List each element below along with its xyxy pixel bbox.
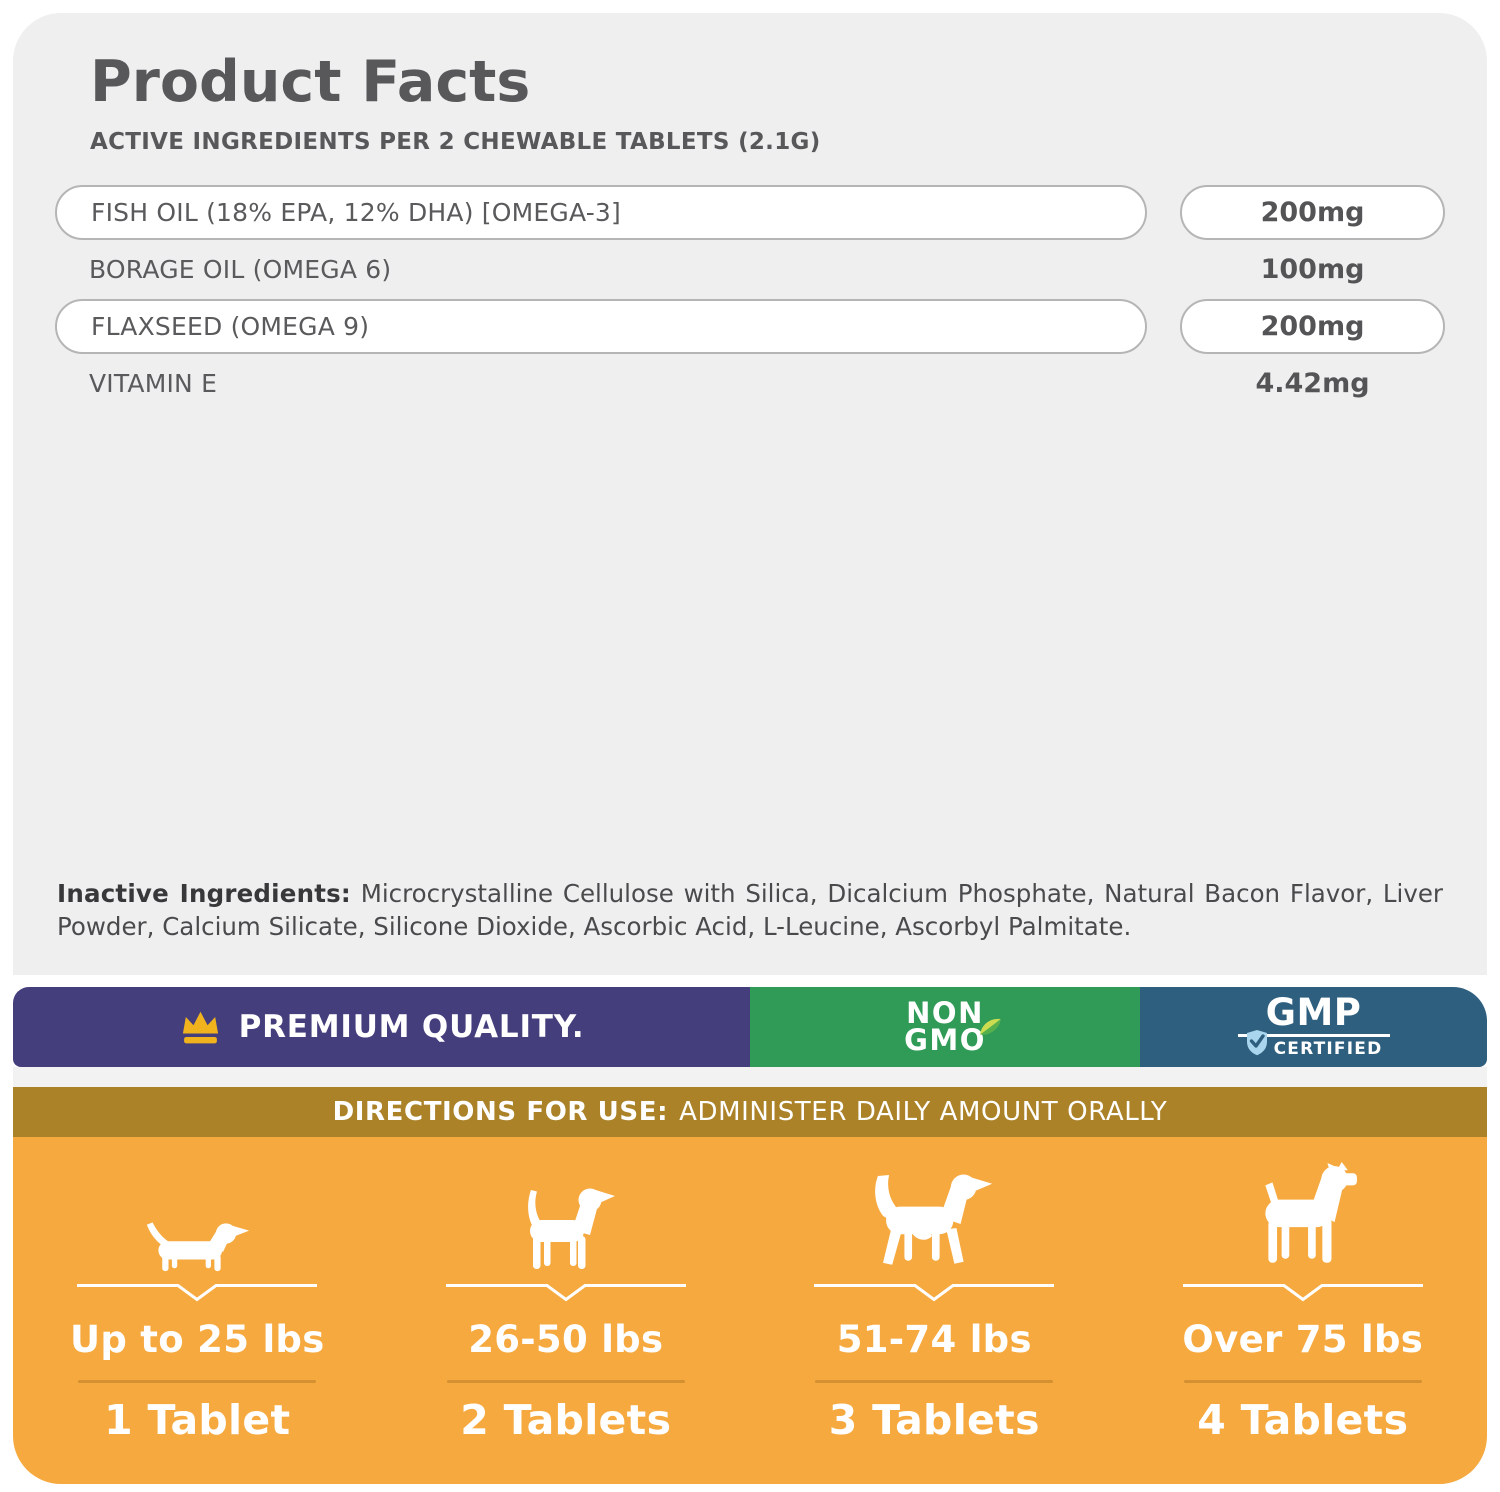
non-gmo-badge: NON GMO bbox=[750, 987, 1140, 1067]
ingredient-amount: 200mg bbox=[1180, 299, 1445, 354]
non-gmo-line2: GMO bbox=[904, 1023, 986, 1057]
inactive-ingredients-label: Inactive Ingredients: bbox=[57, 879, 351, 909]
chevron-line bbox=[445, 1284, 686, 1302]
gmp-certified-label: CERTIFIED bbox=[1273, 1039, 1383, 1059]
weight-label: Over 75 lbs bbox=[1182, 1318, 1424, 1361]
dachshund-icon bbox=[143, 1163, 251, 1275]
non-gmo-line2-wrap: GMO bbox=[904, 1018, 1001, 1057]
dosage-column: Over 75 lbs 4 Tablets bbox=[1119, 1162, 1488, 1484]
premium-quality-badge: PREMIUM QUALITY. bbox=[13, 987, 750, 1067]
directions-text: ADMINISTER DAILY AMOUNT ORALLY bbox=[679, 1097, 1168, 1127]
panel-badges-gap bbox=[13, 975, 1487, 987]
dosage-column: 51-74 lbs 3 Tablets bbox=[750, 1163, 1119, 1484]
ingredient-name: FISH OIL (18% EPA, 12% DHA) [OMEGA-3] bbox=[55, 185, 1147, 240]
gmp-certified-row: CERTIFIED bbox=[1245, 1030, 1383, 1060]
chevron-line bbox=[1182, 1284, 1423, 1302]
dose-label: 1 Tablet bbox=[104, 1396, 291, 1444]
dosage-column: 26-50 lbs 2 Tablets bbox=[382, 1163, 751, 1484]
directions-label: DIRECTIONS FOR USE: bbox=[332, 1097, 669, 1127]
column-divider bbox=[1183, 1380, 1422, 1383]
dose-label: 2 Tablets bbox=[460, 1396, 672, 1444]
ingredient-name: VITAMIN E bbox=[89, 369, 218, 398]
ingredient-row: VITAMIN E 4.42mg bbox=[55, 356, 1445, 411]
beagle-icon bbox=[516, 1163, 616, 1275]
ingredient-row: BORAGE OIL (OMEGA 6) 100mg bbox=[55, 242, 1445, 297]
gmp-badge: GMP CERTIFIED bbox=[1140, 987, 1487, 1067]
column-divider bbox=[815, 1380, 1054, 1383]
boxer-icon bbox=[1247, 1162, 1359, 1275]
page-title: Product Facts bbox=[90, 49, 531, 115]
dose-label: 3 Tablets bbox=[828, 1396, 1040, 1444]
premium-quality-label: PREMIUM QUALITY. bbox=[238, 1009, 585, 1045]
ingredient-name: BORAGE OIL (OMEGA 6) bbox=[89, 255, 392, 284]
weight-label: 51-74 lbs bbox=[836, 1318, 1032, 1361]
leaf-icon bbox=[979, 1018, 1001, 1035]
inactive-ingredients-text: Microcrystalline Cellulose with Silica, … bbox=[57, 879, 1443, 941]
label-card: Product Facts ACTIVE INGREDIENTS PER 2 C… bbox=[13, 13, 1487, 1484]
ingredient-amount: 4.42mg bbox=[1255, 368, 1370, 399]
ingredient-amount: 100mg bbox=[1260, 254, 1365, 285]
shield-check-icon bbox=[1245, 1029, 1269, 1060]
directions-bar: DIRECTIONS FOR USE: ADMINISTER DAILY AMO… bbox=[13, 1087, 1487, 1137]
ingredient-amount: 200mg bbox=[1180, 185, 1445, 240]
dosage-section: Up to 25 lbs 1 Tablet bbox=[13, 1137, 1487, 1484]
ingredient-name: FLAXSEED (OMEGA 9) bbox=[55, 299, 1147, 354]
chevron-line bbox=[77, 1284, 318, 1302]
non-gmo-line1: NON bbox=[906, 996, 984, 1031]
ingredient-table: FISH OIL (18% EPA, 12% DHA) [OMEGA-3] 20… bbox=[55, 185, 1445, 411]
ingredient-row: FLAXSEED (OMEGA 9) 200mg bbox=[55, 299, 1445, 354]
product-facts-panel: Product Facts ACTIVE INGREDIENTS PER 2 C… bbox=[13, 13, 1487, 975]
chevron-line bbox=[814, 1284, 1055, 1302]
dose-label: 4 Tablets bbox=[1197, 1396, 1409, 1444]
column-divider bbox=[78, 1380, 317, 1383]
active-ingredients-subtitle: ACTIVE INGREDIENTS PER 2 CHEWABLE TABLET… bbox=[90, 129, 821, 155]
golden-retriever-icon bbox=[870, 1163, 998, 1275]
column-divider bbox=[446, 1380, 685, 1383]
gmp-label: GMP bbox=[1265, 991, 1362, 1034]
weight-label: Up to 25 lbs bbox=[69, 1318, 325, 1361]
ingredient-row: FISH OIL (18% EPA, 12% DHA) [OMEGA-3] 20… bbox=[55, 185, 1445, 240]
badges-directions-gap bbox=[13, 1067, 1487, 1087]
dosage-column: Up to 25 lbs 1 Tablet bbox=[13, 1163, 382, 1484]
inactive-ingredients: Inactive Ingredients: Microcrystalline C… bbox=[55, 878, 1445, 943]
badges-row: PREMIUM QUALITY. NON GMO GMP bbox=[13, 987, 1487, 1067]
weight-label: 26-50 lbs bbox=[468, 1318, 664, 1361]
crown-icon bbox=[182, 1011, 218, 1044]
gmp-rule bbox=[1237, 1034, 1390, 1037]
